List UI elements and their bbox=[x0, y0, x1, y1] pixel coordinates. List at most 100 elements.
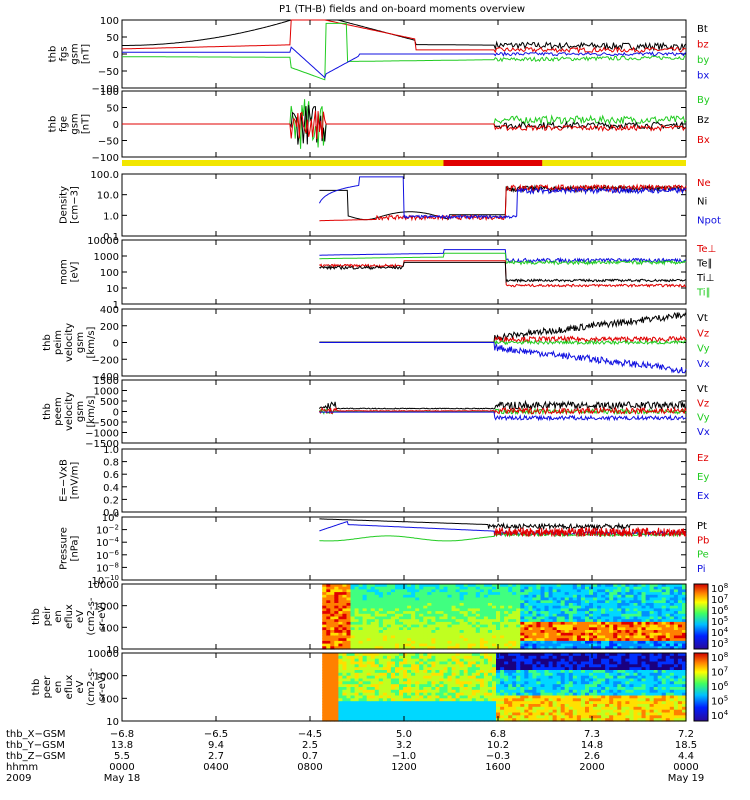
spectrogram-cell bbox=[682, 608, 687, 612]
spectrogram-cell bbox=[645, 586, 651, 590]
spectrogram-cell bbox=[500, 689, 505, 694]
spectrogram-cell bbox=[370, 706, 376, 711]
spectrogram-cell bbox=[471, 611, 477, 615]
spectrogram-cell bbox=[560, 630, 566, 634]
spectrogram-cell bbox=[451, 584, 457, 588]
spectrogram-cell bbox=[431, 605, 436, 609]
spectrogram-cell bbox=[423, 712, 428, 716]
spectrogram-cell bbox=[516, 584, 521, 588]
spectrogram-cell bbox=[682, 594, 687, 599]
spectrogram-cell bbox=[657, 635, 663, 639]
spectrogram-cell bbox=[528, 589, 533, 593]
spectrogram-cell bbox=[459, 695, 465, 699]
spectrogram-cell bbox=[665, 664, 671, 668]
spectrogram-cell bbox=[411, 635, 416, 639]
spectrogram-cell bbox=[576, 672, 582, 677]
spectrogram-cell bbox=[560, 594, 566, 599]
spectrogram-cell bbox=[419, 584, 424, 588]
spectrogram-cell bbox=[661, 592, 667, 596]
spectrogram-cell bbox=[403, 621, 408, 626]
spectrogram-cell bbox=[653, 627, 659, 631]
spectrogram-cell bbox=[479, 715, 485, 719]
spectrogram-cell bbox=[504, 584, 509, 588]
spectrogram-cell bbox=[532, 635, 537, 639]
spectrogram-cell bbox=[346, 664, 352, 668]
spectrogram-cell bbox=[496, 630, 501, 634]
spectrogram-cell bbox=[508, 608, 513, 612]
spectrogram-cell bbox=[617, 621, 622, 626]
spectrogram-cell bbox=[645, 658, 651, 663]
spectrogram-cell bbox=[560, 632, 566, 637]
spectrogram-cell bbox=[677, 704, 683, 708]
y-tick-label: 10−4 bbox=[96, 536, 120, 549]
spectrogram-cell bbox=[585, 640, 590, 645]
spectrogram-cell bbox=[403, 640, 408, 645]
spectrogram-cell bbox=[431, 603, 436, 607]
spectrogram-cell bbox=[423, 689, 428, 694]
spectrogram-cell bbox=[374, 603, 380, 607]
spectrogram-cell bbox=[617, 687, 622, 691]
spectrogram-cell bbox=[334, 701, 339, 705]
spectrogram-cell bbox=[439, 718, 444, 722]
spectrogram-cell bbox=[556, 605, 562, 609]
spectrogram-cell bbox=[572, 594, 578, 599]
spectrogram-cell bbox=[512, 646, 517, 650]
spectrogram-cell bbox=[657, 701, 663, 705]
spectrogram-cell bbox=[633, 616, 639, 620]
spectrogram-cell bbox=[568, 653, 574, 657]
spectrogram-cell bbox=[669, 658, 675, 663]
spectrogram-cell bbox=[354, 619, 360, 623]
spectrogram-cell bbox=[528, 632, 533, 637]
spectrogram-cell bbox=[354, 603, 360, 607]
spectrogram-cell bbox=[536, 658, 541, 663]
spectrogram-cell bbox=[354, 632, 360, 637]
spectrogram-cell bbox=[382, 584, 388, 588]
spectrogram-cell bbox=[633, 624, 639, 628]
spectrogram-cell bbox=[560, 658, 566, 663]
spectrogram-cell bbox=[532, 658, 537, 663]
spectrogram-cell bbox=[427, 709, 432, 714]
y-label-line: eflux bbox=[64, 675, 75, 700]
spectrogram-cell bbox=[508, 621, 513, 626]
spectrogram-cell bbox=[580, 675, 586, 680]
spectrogram-cell bbox=[665, 698, 671, 702]
spectrogram-cell bbox=[338, 667, 343, 671]
spectrogram-cell bbox=[403, 667, 408, 671]
spectrogram-cell bbox=[540, 670, 546, 674]
spectrogram-cell bbox=[423, 594, 428, 599]
spectrogram-cell bbox=[487, 635, 493, 639]
spectrogram-cell bbox=[580, 687, 586, 691]
spectrogram-cell bbox=[467, 630, 473, 634]
spectrogram-cell bbox=[649, 632, 655, 637]
spectrogram-cell bbox=[439, 635, 444, 639]
spectrogram-cell bbox=[370, 600, 376, 604]
spectrogram-cell bbox=[677, 627, 683, 631]
spectrogram-cell bbox=[576, 603, 582, 607]
spectrogram-cell bbox=[532, 630, 537, 634]
y-tick-label: 0.1 bbox=[103, 232, 119, 243]
spectrogram-cell bbox=[487, 678, 493, 682]
spectrogram-cell bbox=[673, 672, 679, 677]
spectrogram-cell bbox=[411, 661, 416, 665]
spectrogram-cell bbox=[597, 667, 602, 671]
spectrogram-cell bbox=[564, 675, 570, 680]
spectrogram-cell bbox=[439, 616, 444, 620]
spectrogram-cell bbox=[370, 611, 376, 615]
spectrogram-cell bbox=[346, 670, 352, 674]
spectrogram-cell bbox=[431, 670, 436, 674]
spectrogram-cell bbox=[682, 640, 687, 645]
spectrogram-cell bbox=[665, 630, 671, 634]
spectrogram-cell bbox=[463, 630, 469, 634]
spectrogram-cell bbox=[629, 655, 634, 660]
spectrogram-cell bbox=[346, 692, 352, 697]
spectrogram-cell bbox=[568, 621, 574, 626]
spectrogram-cell bbox=[366, 594, 372, 599]
spectrogram-cell bbox=[374, 584, 380, 588]
spectrogram-cell bbox=[435, 635, 440, 639]
spectrogram-cell bbox=[455, 695, 461, 699]
spectrogram-cell bbox=[633, 661, 639, 665]
axis-row-value: −6.8 bbox=[110, 729, 134, 740]
spectrogram-cell bbox=[645, 603, 651, 607]
spectrogram-cell bbox=[439, 687, 444, 691]
